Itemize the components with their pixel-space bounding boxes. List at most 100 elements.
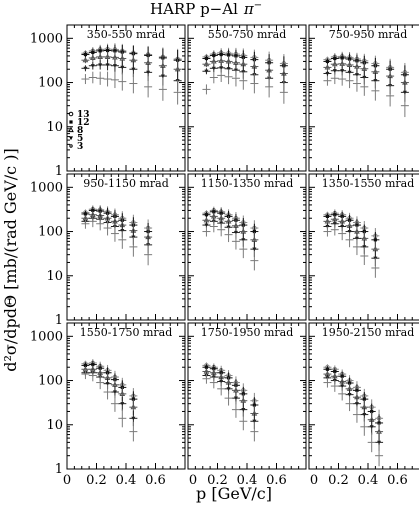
marker-triangle-down (90, 64, 95, 68)
marker-triangle-down (219, 379, 224, 384)
marker-triangle-down (340, 384, 345, 389)
panel-6: 1350-1550 mrad (308, 173, 419, 321)
y-tick-label: 100 (38, 374, 63, 389)
data-point (345, 232, 354, 248)
data-point (231, 70, 240, 87)
data-point (202, 60, 211, 68)
marker-triangle (376, 428, 382, 434)
marker-triangle-down (347, 70, 352, 75)
marker-square (252, 229, 256, 234)
marker-triangle (324, 64, 331, 70)
legend-label: 12 (77, 118, 90, 128)
data-point (129, 73, 138, 94)
marker-triangle (89, 54, 96, 61)
y-tick-label: 1000 (30, 329, 63, 344)
panel-9: 1950-2150 mrad (308, 322, 419, 470)
data-point (103, 71, 112, 87)
marker-square (91, 208, 95, 213)
data-point (103, 59, 112, 71)
data-point (202, 211, 211, 218)
x-tick-label: 0.6 (145, 473, 166, 488)
data-point (250, 421, 259, 442)
data-point (367, 418, 376, 435)
data-point (224, 69, 233, 85)
data-point (209, 220, 218, 233)
data-point (224, 390, 233, 406)
data-point (88, 215, 97, 228)
data-point (323, 226, 332, 237)
data-point (81, 56, 90, 64)
data-point (338, 72, 347, 86)
marker-triangle-down (233, 396, 238, 401)
marker-triangle (203, 216, 210, 223)
data-point (239, 71, 248, 90)
marker-triangle-down (219, 66, 224, 71)
data-point (88, 71, 97, 84)
data-point (323, 75, 332, 86)
marker-square (219, 211, 223, 215)
marker-square (113, 49, 117, 53)
data-point (96, 71, 105, 85)
data-point (202, 226, 211, 237)
marker-triangle (119, 390, 126, 396)
data-point (250, 250, 259, 271)
marker-triangle (119, 55, 126, 61)
legend-marker-small (69, 144, 73, 148)
data-point (400, 94, 409, 118)
data-point (338, 387, 347, 401)
data-point (81, 74, 90, 85)
marker-square (98, 49, 102, 53)
data-point (371, 258, 380, 278)
y-tick-label: 10 (46, 120, 63, 135)
marker-square (340, 214, 344, 218)
data-point (118, 409, 127, 428)
panel-frame (66, 24, 186, 172)
marker-triangle-down (112, 390, 117, 395)
data-point (88, 54, 97, 62)
marker-triangle-down (347, 229, 352, 234)
x-tick-label: 0.4 (358, 473, 379, 488)
marker-square (325, 367, 330, 371)
data-point (386, 85, 395, 107)
marker-triangle-down (373, 79, 378, 83)
marker-square (373, 238, 377, 242)
marker-triangle-down (112, 64, 117, 68)
marker-square (212, 367, 216, 371)
marker-square (252, 403, 256, 407)
legend-label: 5 (77, 134, 83, 144)
marker-square (340, 374, 344, 378)
marker-triangle (361, 65, 368, 71)
data-point (81, 65, 90, 72)
y-tick-label: 1000 (30, 180, 63, 195)
marker-square (362, 397, 366, 401)
marker-triangle-down (146, 70, 151, 75)
panel-label: 550-750 mrad (208, 28, 287, 41)
data-point (96, 60, 105, 70)
marker-triangle-down (226, 387, 231, 392)
panel-label: 1150-1350 mrad (201, 177, 294, 190)
marker-triangle-down (377, 440, 382, 445)
panel-3: 750-950 mrad (308, 24, 419, 172)
marker-square (333, 56, 337, 61)
marker-triangle-down (325, 71, 330, 76)
marker-triangle-down (204, 223, 209, 228)
marker-square (204, 365, 209, 369)
marker-square (83, 212, 88, 216)
marker-triangle (354, 63, 360, 69)
panel-4: 950-1150 mrad (66, 173, 186, 321)
marker-triangle-down (98, 63, 103, 68)
panel-7: 1550-1750 mrad (66, 322, 186, 470)
data-point (360, 417, 369, 436)
x-tick-label: 0 (63, 473, 71, 488)
marker-square (347, 381, 352, 385)
marker-triangle (346, 61, 353, 68)
panel-frame (187, 322, 307, 470)
legend-label: 13 (77, 110, 90, 120)
x-axis-title: p [GeV/c] (196, 484, 272, 503)
marker-triangle-down (362, 412, 367, 417)
marker-triangle-down (340, 69, 345, 73)
data-point (360, 77, 369, 96)
panel-label: 750-950 mrad (329, 28, 408, 41)
